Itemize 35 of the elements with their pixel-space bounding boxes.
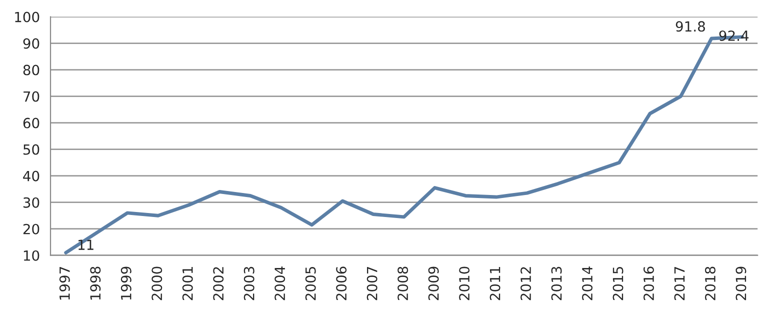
x-tick-label: 2004 [274,266,286,300]
x-tick-label: 2009 [428,266,439,300]
y-tick-label: 30 [23,197,40,208]
x-tick-label: 2005 [305,266,316,300]
x-tick-label: 2015 [612,266,624,300]
y-tick-label: 90 [23,38,40,49]
y-tick-label: 80 [23,64,40,76]
x-tick-label: 2010 [459,266,470,300]
y-tick-label: 60 [23,118,40,128]
y-tick-label: 100 [15,12,40,22]
x-tick-label: 2013 [551,266,562,300]
x-tick-label: 1998 [90,266,101,300]
x-tick-label: 2008 [398,266,408,300]
y-tick-label: 20 [23,224,40,234]
y-tick-label: 70 [24,91,40,102]
x-tick-label: 2007 [366,266,378,300]
x-tick-label: 2016 [644,266,654,300]
y-tick-label: 50 [23,144,40,155]
x-tick-label: 2014 [582,266,593,300]
x-tick-label: 2006 [336,266,347,300]
x-tick-label: 1999 [120,266,132,300]
x-tick-label: 2000 [152,266,162,300]
x-tick-label: 2001 [182,267,193,300]
y-tick-label: 10 [24,250,40,261]
x-tick-label: 1997 [59,266,70,300]
x-tick-label: 2002 [213,267,224,300]
x-tick-label: 2003 [244,266,254,300]
x-tick-label: 2012 [520,267,532,300]
x-tick-label: 2011 [490,267,500,300]
x-tick-label: 2019 [736,266,746,300]
x-tick-label: 2017 [674,266,685,300]
x-tick-label: 2018 [704,266,716,300]
data-label: 91.8 [676,21,705,32]
y-tick-label: 40 [23,170,40,182]
data-label: 11 [78,240,94,250]
